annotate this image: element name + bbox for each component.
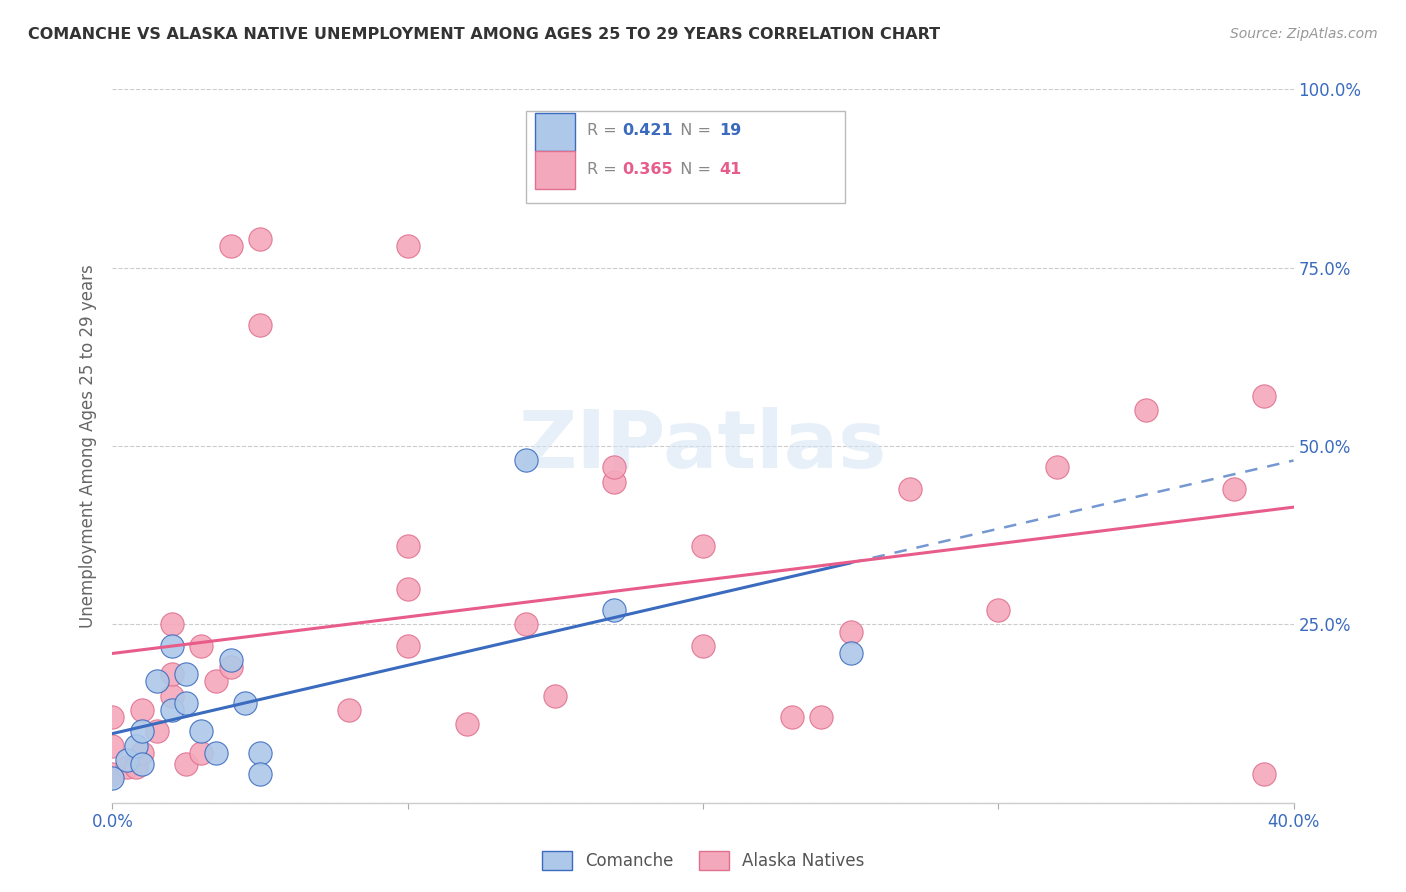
- Y-axis label: Unemployment Among Ages 25 to 29 years: Unemployment Among Ages 25 to 29 years: [79, 264, 97, 628]
- Point: [190, 724, 212, 739]
- Point: [125, 739, 148, 753]
- Point: [101, 767, 124, 781]
- Text: 19: 19: [720, 123, 742, 138]
- Point: [692, 639, 714, 653]
- Point: [249, 746, 271, 760]
- Text: R =: R =: [588, 161, 621, 177]
- Point: [544, 689, 567, 703]
- Point: [396, 639, 419, 653]
- Point: [131, 724, 153, 739]
- Point: [839, 646, 862, 660]
- Text: N =: N =: [669, 123, 716, 138]
- Point: [205, 674, 228, 689]
- Point: [1253, 389, 1275, 403]
- Point: [131, 746, 153, 760]
- Point: [160, 639, 183, 653]
- Point: [190, 639, 212, 653]
- Point: [898, 482, 921, 496]
- Point: [101, 771, 124, 785]
- Point: [603, 603, 626, 617]
- Text: 0.421: 0.421: [623, 123, 673, 138]
- Point: [219, 660, 242, 674]
- Point: [810, 710, 832, 724]
- Point: [1046, 460, 1069, 475]
- Point: [160, 703, 183, 717]
- Point: [131, 756, 153, 771]
- Point: [1223, 482, 1246, 496]
- Point: [160, 667, 183, 681]
- Text: N =: N =: [669, 161, 716, 177]
- FancyBboxPatch shape: [536, 112, 575, 152]
- Point: [101, 739, 124, 753]
- Point: [396, 539, 419, 553]
- Point: [396, 582, 419, 596]
- FancyBboxPatch shape: [526, 111, 845, 203]
- Point: [131, 703, 153, 717]
- Point: [780, 710, 803, 724]
- Text: 41: 41: [720, 161, 742, 177]
- Point: [337, 703, 360, 717]
- Point: [456, 717, 478, 731]
- Point: [219, 653, 242, 667]
- Text: ZIPatlas: ZIPatlas: [519, 407, 887, 485]
- Point: [219, 239, 242, 253]
- Point: [117, 760, 138, 774]
- Point: [174, 696, 197, 710]
- Point: [249, 318, 271, 332]
- Point: [146, 724, 169, 739]
- Point: [117, 753, 138, 767]
- Point: [146, 674, 169, 689]
- Point: [987, 603, 1010, 617]
- Point: [190, 746, 212, 760]
- Text: R =: R =: [588, 123, 621, 138]
- Point: [515, 617, 537, 632]
- Point: [839, 624, 862, 639]
- Point: [1135, 403, 1157, 417]
- Text: 0.365: 0.365: [623, 161, 673, 177]
- Point: [249, 767, 271, 781]
- FancyBboxPatch shape: [536, 151, 575, 189]
- Point: [249, 232, 271, 246]
- Point: [205, 746, 228, 760]
- Point: [233, 696, 256, 710]
- Point: [101, 710, 124, 724]
- Point: [174, 756, 197, 771]
- Point: [692, 539, 714, 553]
- Point: [125, 760, 148, 774]
- Point: [396, 239, 419, 253]
- Point: [603, 460, 626, 475]
- Text: Source: ZipAtlas.com: Source: ZipAtlas.com: [1230, 27, 1378, 41]
- Point: [515, 453, 537, 467]
- Point: [1253, 767, 1275, 781]
- Point: [603, 475, 626, 489]
- Point: [174, 667, 197, 681]
- Text: COMANCHE VS ALASKA NATIVE UNEMPLOYMENT AMONG AGES 25 TO 29 YEARS CORRELATION CHA: COMANCHE VS ALASKA NATIVE UNEMPLOYMENT A…: [28, 27, 941, 42]
- Point: [160, 617, 183, 632]
- Point: [160, 689, 183, 703]
- Legend: Comanche, Alaska Natives: Comanche, Alaska Natives: [536, 844, 870, 877]
